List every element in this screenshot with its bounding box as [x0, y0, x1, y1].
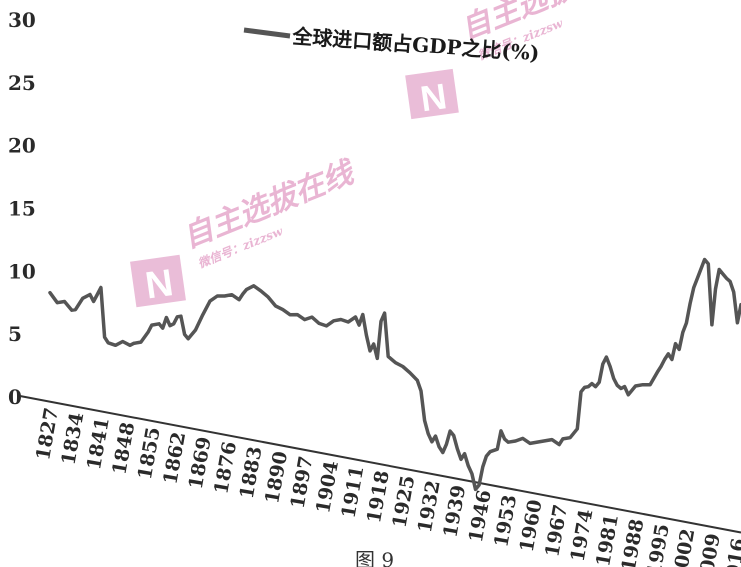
x-axis: 1827183418411848185518621869187618831890… [19, 395, 741, 567]
figure-caption: 图 9 [355, 548, 394, 567]
legend-swatch [243, 27, 291, 39]
y-tick-label: 5 [8, 322, 22, 346]
y-tick-label: 0 [8, 385, 22, 409]
x-tick-label: 1988 [618, 517, 649, 567]
series-line-import-gdp-ratio [48, 257, 741, 492]
y-tick-label: 25 [8, 71, 36, 95]
x-tick-label: 2002 [669, 527, 700, 567]
y-tick-label: 20 [8, 134, 36, 158]
watermark-logo-2: N [405, 68, 459, 119]
svg-text:N: N [418, 75, 449, 119]
x-tick-label: 1995 [643, 522, 674, 567]
y-tick-label: 15 [8, 197, 36, 221]
x-axis-line [19, 395, 741, 534]
series-group [48, 257, 741, 492]
y-tick-label: 30 [8, 8, 36, 32]
x-tick-label: 2009 [694, 532, 725, 567]
y-tick-label: 10 [8, 259, 36, 283]
watermark-logo-1: N [130, 254, 186, 308]
svg-text:N: N [143, 262, 176, 307]
x-tick-label: 1981 [592, 512, 623, 567]
y-axis: 0 5 10 15 20 25 30 [8, 8, 36, 409]
